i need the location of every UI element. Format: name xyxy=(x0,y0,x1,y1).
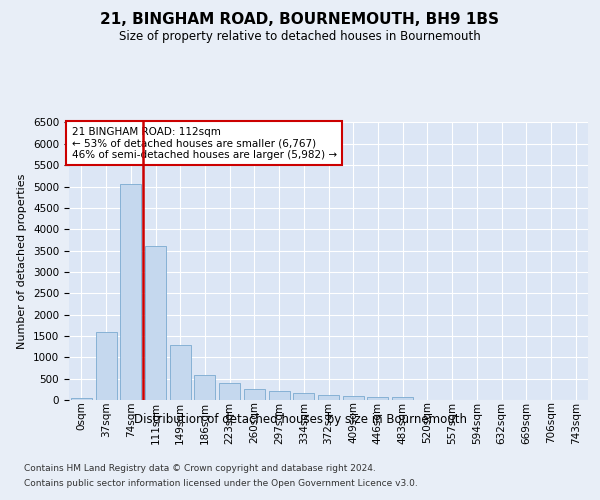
Bar xyxy=(95,332,116,400)
Text: 21, BINGHAM ROAD, BOURNEMOUTH, BH9 1BS: 21, BINGHAM ROAD, BOURNEMOUTH, BH9 1BS xyxy=(101,12,499,28)
Bar xyxy=(269,391,290,400)
Bar xyxy=(219,384,240,400)
Bar xyxy=(343,396,364,400)
Bar xyxy=(71,398,92,400)
Text: Distribution of detached houses by size in Bournemouth: Distribution of detached houses by size … xyxy=(133,412,467,426)
Bar xyxy=(244,390,265,400)
Bar xyxy=(120,184,141,400)
Text: Contains public sector information licensed under the Open Government Licence v3: Contains public sector information licen… xyxy=(24,479,418,488)
Bar xyxy=(318,395,339,400)
Bar xyxy=(194,375,215,400)
Y-axis label: Number of detached properties: Number of detached properties xyxy=(17,174,28,349)
Bar xyxy=(170,346,191,400)
Bar xyxy=(293,392,314,400)
Text: 21 BINGHAM ROAD: 112sqm
← 53% of detached houses are smaller (6,767)
46% of semi: 21 BINGHAM ROAD: 112sqm ← 53% of detache… xyxy=(71,126,337,160)
Bar xyxy=(145,246,166,400)
Bar xyxy=(367,396,388,400)
Bar xyxy=(392,396,413,400)
Text: Contains HM Land Registry data © Crown copyright and database right 2024.: Contains HM Land Registry data © Crown c… xyxy=(24,464,376,473)
Text: Size of property relative to detached houses in Bournemouth: Size of property relative to detached ho… xyxy=(119,30,481,43)
